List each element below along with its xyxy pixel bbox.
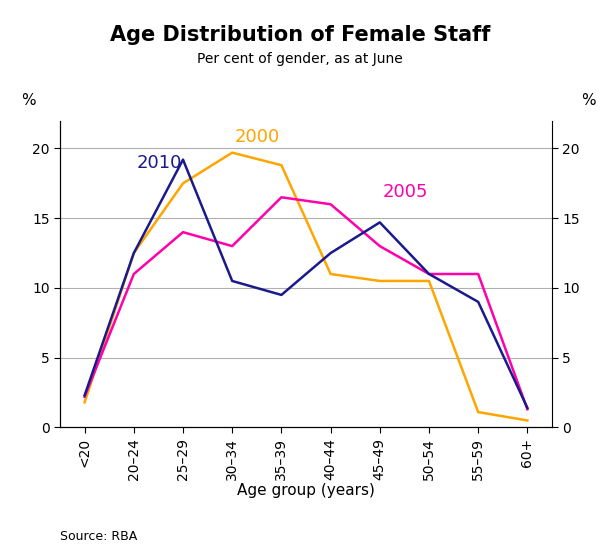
Text: 2005: 2005 bbox=[382, 184, 428, 202]
Text: 2010: 2010 bbox=[136, 154, 182, 172]
X-axis label: Age group (years): Age group (years) bbox=[237, 483, 375, 498]
Text: Per cent of gender, as at June: Per cent of gender, as at June bbox=[197, 52, 403, 66]
Text: Age Distribution of Female Staff: Age Distribution of Female Staff bbox=[110, 25, 490, 44]
Text: %: % bbox=[20, 93, 35, 109]
Text: Source: RBA: Source: RBA bbox=[60, 529, 137, 543]
Text: %: % bbox=[581, 93, 596, 109]
Text: 2000: 2000 bbox=[235, 128, 280, 146]
